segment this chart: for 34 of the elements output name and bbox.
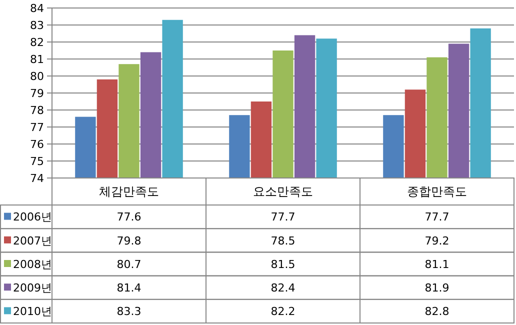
x-tick-label: 요소만족도: [253, 184, 313, 199]
data-label: 83.3: [116, 305, 142, 318]
x-tick-label: 체감만족도: [99, 184, 159, 199]
data-label: 81.4: [116, 281, 142, 294]
y-tick-label: 74: [30, 172, 44, 185]
y-tick-label: 84: [30, 2, 44, 15]
legend-label: 2008년: [13, 258, 52, 271]
y-tick-label: 79: [30, 86, 44, 100]
data-label: 82.4: [270, 281, 296, 294]
y-tick-label: 76: [30, 138, 44, 151]
legend-label: 2006년: [13, 210, 52, 224]
y-tick-label: 78: [30, 104, 44, 117]
y-tick-label: 82: [30, 36, 44, 49]
data-label: 79.2: [424, 234, 450, 248]
y-tick-label: 77: [30, 120, 44, 134]
data-label: 80.7: [116, 258, 142, 271]
data-label: 77.7: [270, 210, 296, 224]
x-tick-label: 종합만족도: [407, 184, 467, 199]
data-label: 81.9: [424, 281, 450, 294]
y-tick-label: 81: [30, 52, 44, 66]
y-tick-label: 83: [30, 18, 44, 32]
legend-label: 2007년: [13, 234, 52, 248]
data-label: 77.6: [116, 210, 142, 224]
data-label: 81.1: [424, 258, 450, 271]
data-label: 77.7: [424, 210, 450, 224]
legend-label: 2009년: [13, 281, 52, 294]
y-tick-label: 80: [30, 70, 44, 83]
data-label: 82.2: [270, 305, 296, 318]
data-label: 79.8: [116, 234, 142, 248]
data-label: 82.8: [424, 305, 450, 318]
data-label: 78.5: [270, 234, 296, 248]
data-label: 81.5: [270, 258, 296, 271]
legend-label: 2010년: [13, 305, 52, 318]
y-tick-label: 75: [30, 154, 44, 168]
